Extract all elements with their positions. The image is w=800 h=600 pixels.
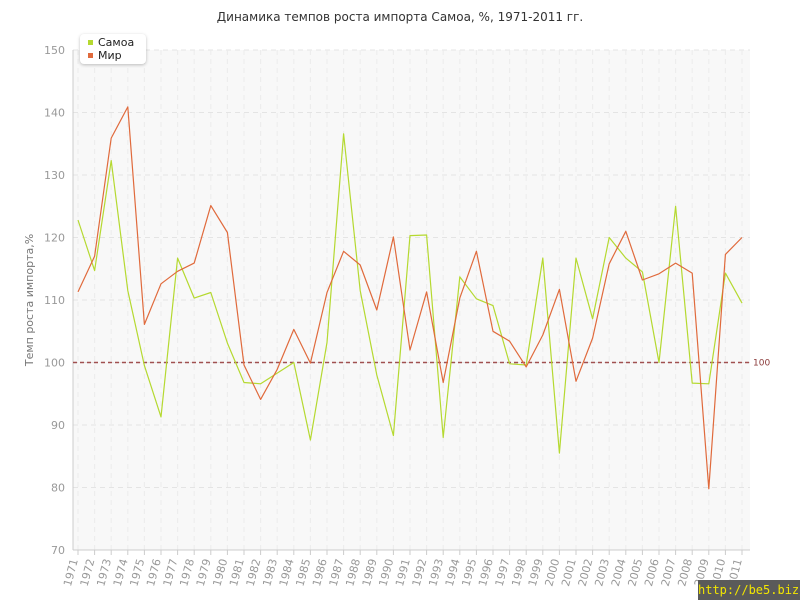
legend: Самоа Мир xyxy=(80,34,146,64)
y-tick-label: 140 xyxy=(44,107,65,120)
y-tick-label: 120 xyxy=(44,232,65,245)
y-tick-label: 70 xyxy=(51,544,65,557)
legend-swatch-samoa xyxy=(88,40,93,45)
axes xyxy=(72,50,750,551)
legend-swatch-world xyxy=(88,53,93,58)
y-tick-label: 150 xyxy=(44,44,65,57)
legend-label-samoa: Самоа xyxy=(98,36,135,49)
legend-item-samoa[interactable]: Самоа xyxy=(88,36,134,49)
y-tick-label: 80 xyxy=(51,482,65,495)
y-tick-label: 100 xyxy=(44,357,65,370)
series-line-samoa xyxy=(77,133,743,454)
legend-item-world[interactable]: Мир xyxy=(88,49,122,62)
chart-title: Динамика темпов роста импорта Самоа, %, … xyxy=(216,10,584,24)
y-axis-title: Темп роста импорта,% xyxy=(23,234,36,367)
y-tick-label: 130 xyxy=(44,169,65,182)
x-tick-labels: 1971197219731974197519761977197819791980… xyxy=(61,557,745,587)
series-line-world xyxy=(77,106,743,490)
y-tick-label: 110 xyxy=(44,294,65,307)
reference-line-label: 100 xyxy=(753,359,770,369)
legend-label-world: Мир xyxy=(98,49,122,62)
y-tick-label: 90 xyxy=(51,419,65,432)
series-lines xyxy=(77,106,743,490)
reference-line-group: 100 xyxy=(73,359,770,369)
watermark-link[interactable]: http://be5.biz/ xyxy=(698,580,800,600)
y-tick-labels: 70 80 90 100 110 120 130 140 150 xyxy=(44,44,65,557)
